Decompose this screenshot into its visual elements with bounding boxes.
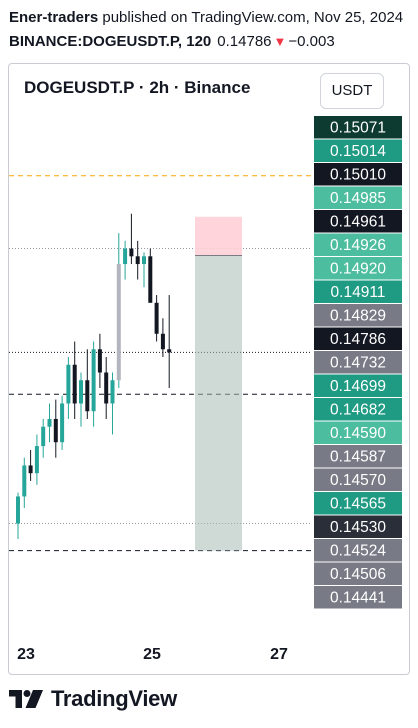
candle-body-14[interactable]: [104, 372, 109, 404]
candle-body-9[interactable]: [72, 364, 77, 404]
tradingview-logo-icon: [9, 690, 43, 708]
price-label-bg-18: [314, 539, 402, 562]
candle-body-11[interactable]: [85, 380, 90, 412]
candle-body-6[interactable]: [53, 418, 58, 443]
x-tick-label-2: 27: [270, 646, 288, 663]
price-label-bg-6: [314, 257, 402, 280]
price-label-bg-7: [314, 280, 402, 303]
symbol-name: BINANCE:DOGEUSDT.P, 120: [9, 33, 212, 50]
candle-body-7[interactable]: [60, 403, 65, 443]
price-label-12: 0.14682: [330, 402, 386, 419]
candle-body-0[interactable]: [16, 496, 20, 524]
candle-body-13[interactable]: [97, 349, 102, 373]
candle-body-3[interactable]: [34, 446, 39, 474]
candle-body-12[interactable]: [91, 349, 96, 412]
candle-body-4[interactable]: [41, 426, 46, 447]
down-arrow-icon: ▼: [273, 34, 287, 49]
price-label-18: 0.14524: [330, 543, 386, 560]
candle-body-19[interactable]: [135, 256, 140, 265]
price-label-2: 0.15010: [330, 167, 386, 184]
publish-header: Ener-traders published on TradingView.co…: [9, 6, 418, 54]
candle-body-20[interactable]: [142, 256, 146, 265]
price-label-20: 0.14441: [330, 590, 386, 607]
published-text: published on TradingView.com, Nov 25, 20…: [102, 9, 404, 26]
candle-body-24[interactable]: [167, 349, 172, 353]
price-label-bg-13: [314, 421, 402, 444]
price-label-bg-12: [314, 398, 402, 421]
price-label-14: 0.14587: [330, 449, 386, 466]
price-label-bg-1: [314, 139, 402, 162]
author-line: Ener-traders published on TradingView.co…: [9, 6, 418, 30]
price-label-bg-14: [314, 445, 402, 468]
price-label-bg-9: [314, 327, 402, 350]
candle-body-1[interactable]: [22, 465, 27, 497]
stop-loss-zone[interactable]: [195, 216, 242, 256]
price-label-5: 0.14926: [330, 237, 386, 254]
price-label-10: 0.14732: [330, 355, 386, 372]
price-label-bg-11: [314, 374, 402, 397]
price-label-7: 0.14911: [331, 284, 386, 301]
price-label-1: 0.15014: [330, 143, 386, 160]
price-label-15: 0.14570: [330, 472, 386, 489]
price-label-9: 0.14786: [330, 331, 386, 348]
price-label-bg-10: [314, 351, 402, 374]
price-label-16: 0.14565: [330, 496, 386, 513]
candle-body-23[interactable]: [160, 333, 165, 350]
candle-body-17[interactable]: [123, 248, 128, 265]
candle-body-10[interactable]: [79, 380, 83, 404]
price-label-bg-19: [314, 562, 402, 585]
price-label-bg-5: [314, 233, 402, 256]
candle-body-16[interactable]: [116, 264, 121, 381]
candle-body-2[interactable]: [28, 465, 33, 474]
price-label-bg-8: [314, 304, 402, 327]
candle-body-21[interactable]: [148, 256, 153, 303]
price-label-3: 0.14985: [330, 190, 386, 207]
candle-body-22[interactable]: [154, 302, 159, 334]
price-label-bg-20: [314, 586, 402, 609]
price-label-11: 0.14699: [330, 378, 386, 395]
price-label-bg-3: [314, 186, 402, 209]
price-label-4: 0.14961: [330, 214, 386, 231]
price-label-8: 0.14829: [330, 308, 386, 325]
footer: TradingView: [9, 686, 177, 712]
x-tick-label-0: 23: [17, 646, 35, 663]
x-tick-label-1: 25: [143, 646, 161, 663]
candle-body-5[interactable]: [47, 418, 52, 427]
candle-body-15[interactable]: [110, 380, 115, 404]
price-label-13: 0.14590: [330, 425, 386, 442]
price-label-19: 0.14506: [330, 566, 386, 583]
price-label-bg-0: [314, 116, 402, 139]
price-label-17: 0.14530: [330, 519, 386, 536]
symbol-line: BINANCE:DOGEUSDT.P, 120 0.14786 ▼ −0.003: [9, 30, 418, 54]
author-name[interactable]: Ener-traders: [9, 9, 99, 26]
price-label-bg-15: [314, 468, 402, 491]
price-label-0: 0.15071: [330, 120, 386, 137]
price-change: −0.003: [288, 33, 335, 50]
chart-title: DOGEUSDT.P · 2h · Binance: [24, 78, 251, 97]
price-label-bg-2: [314, 163, 402, 186]
candle-body-8[interactable]: [66, 364, 71, 404]
brand-name[interactable]: TradingView: [51, 686, 177, 711]
chart-frame[interactable]: 23 25 27 0.15071 0.15014 0.15010 0.14985 0.1496…: [8, 63, 410, 675]
price-label-6: 0.14920: [330, 261, 386, 278]
candle-body-18[interactable]: [129, 248, 134, 257]
price-label-bg-17: [314, 515, 402, 538]
price-label-bg-4: [314, 210, 402, 233]
plot-area[interactable]: [9, 113, 312, 632]
price-label-bg-16: [314, 492, 402, 515]
chart-canvas[interactable]: 23 25 27 0.15071 0.15014 0.15010 0.14985 0.1496…: [9, 64, 410, 675]
last-price: 0.14786: [217, 33, 272, 50]
currency-button[interactable]: USDT: [320, 73, 384, 109]
take-profit-zone[interactable]: [195, 255, 242, 551]
